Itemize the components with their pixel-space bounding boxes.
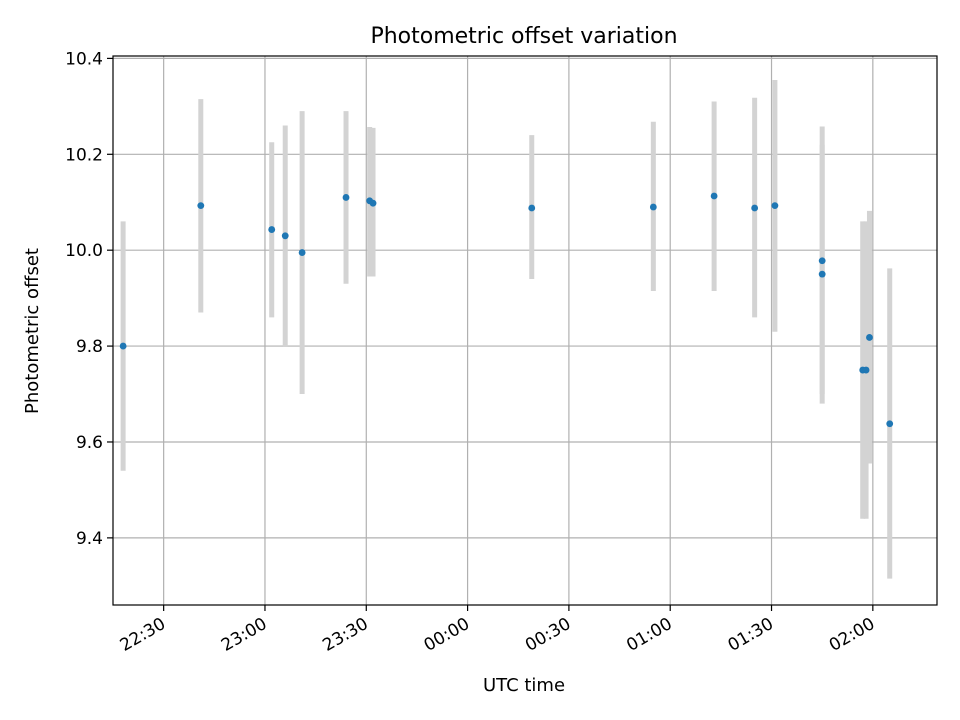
data-points	[119, 192, 894, 428]
x-tick-label: 01:30	[725, 614, 777, 656]
x-tick-label: 01:00	[623, 614, 675, 656]
x-tick-label: 00:00	[421, 614, 473, 656]
data-point	[268, 226, 276, 233]
grid	[113, 56, 937, 605]
chart-title: Photometric offset variation	[370, 24, 677, 49]
data-point	[862, 366, 870, 374]
y-axis-ticks: 9.4 9.6 9.8 10.0 10.2 10.4	[65, 49, 113, 549]
data-point	[369, 199, 377, 207]
data-point	[298, 249, 306, 256]
x-tick-label: 02:00	[826, 614, 878, 656]
x-tick-label: 23:30	[319, 614, 371, 656]
y-tick-label: 9.6	[76, 433, 103, 453]
x-axis-ticks: 22:30 23:00 23:30 00:00 00:30 01:00 01:30 02:00	[117, 605, 878, 656]
data-point	[281, 232, 289, 240]
data-point	[771, 202, 779, 209]
x-tick-label: 22:30	[117, 614, 169, 656]
data-point	[751, 204, 759, 212]
x-tick-label: 00:30	[522, 614, 574, 656]
y-tick-label: 10.0	[65, 241, 103, 261]
data-point	[649, 203, 657, 211]
data-point	[818, 270, 826, 278]
data-point	[342, 194, 350, 201]
y-tick-label: 9.8	[76, 337, 103, 357]
data-point	[710, 192, 718, 200]
y-tick-label: 10.4	[65, 49, 103, 69]
data-point	[818, 257, 826, 265]
data-point	[886, 420, 894, 428]
y-axis-label: Photometric offset	[22, 248, 43, 414]
y-tick-label: 10.2	[65, 145, 103, 165]
data-point	[197, 202, 205, 209]
data-point	[119, 342, 127, 350]
x-axis-label: UTC time	[483, 675, 565, 696]
data-point	[866, 334, 873, 341]
x-tick-label: 23:00	[218, 614, 270, 656]
data-point	[528, 204, 536, 212]
y-tick-label: 9.4	[76, 529, 103, 549]
plot-frame	[112, 55, 938, 606]
